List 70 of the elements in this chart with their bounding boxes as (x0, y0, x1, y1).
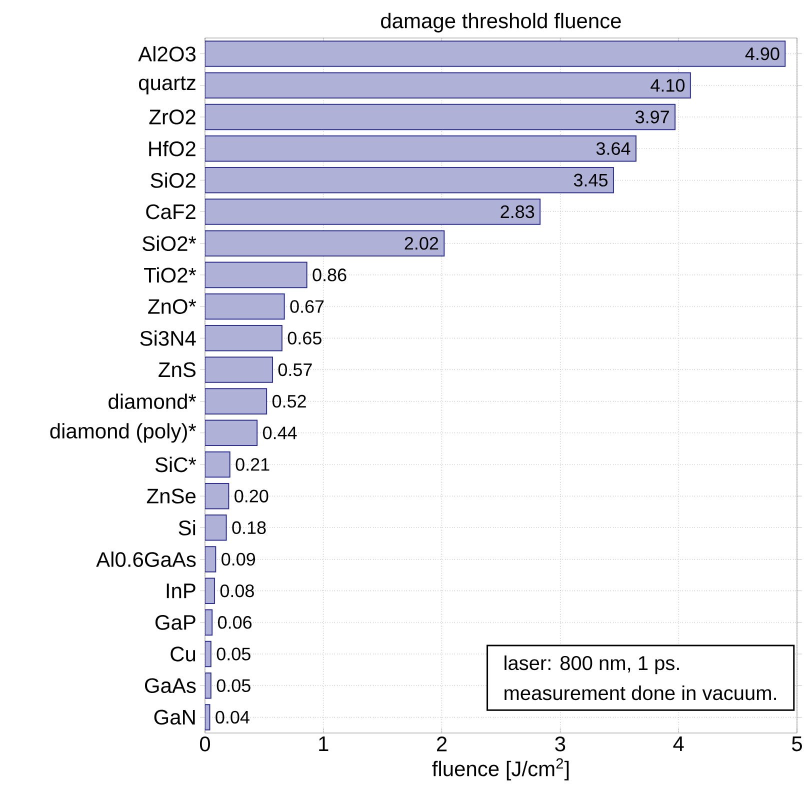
data-label: 0.20 (234, 490, 268, 502)
y-tick-label: diamond (poly)* (50, 423, 196, 443)
bar (204, 104, 676, 130)
data-label: 3.97 (636, 110, 669, 124)
y-tick-label: HfO2 (149, 140, 196, 156)
y-tick-label: TiO2* (144, 267, 196, 283)
data-label: 0.52 (272, 394, 306, 408)
bar (204, 230, 445, 256)
data-label: 3.45 (574, 174, 608, 187)
y-tick-label: SiC* (155, 456, 196, 472)
x-tick-label: 0 (200, 736, 210, 752)
y-tick-label: SiO2* (142, 236, 196, 252)
bar (204, 514, 227, 541)
y-tick-label: ZnSe (146, 488, 196, 504)
data-label: 4.10 (650, 79, 685, 92)
data-label: 0.57 (278, 363, 312, 376)
bar (204, 135, 636, 162)
x-tick-label: 4 (673, 736, 684, 751)
y-tick-label: GaP (155, 615, 196, 630)
data-label: 2.83 (500, 205, 534, 218)
y-tick-label: GaAs (144, 678, 196, 694)
y-tick-label: Cu (170, 646, 196, 662)
bar (204, 198, 541, 225)
y-tick-label: Al0.6GaAs (96, 552, 196, 567)
y-tick-label: ZnS (158, 362, 196, 378)
data-label: 0.67 (290, 300, 324, 313)
data-label: 0.86 (312, 268, 346, 282)
annotation: measurement done in vacuum. (504, 685, 776, 700)
y-tick-label: ZnO* (148, 299, 196, 314)
y-tick-label: Al2O3 (138, 46, 196, 62)
bar (204, 293, 285, 320)
data-label: 3.64 (596, 142, 630, 155)
y-tick-label: GaN (154, 710, 195, 725)
data-label: 0.06 (218, 616, 252, 629)
data-label: 2.02 (404, 236, 438, 250)
bar (204, 72, 691, 99)
bar (204, 167, 614, 194)
data-label: 0.18 (232, 521, 266, 534)
y-tick-label: SiO2 (150, 172, 196, 188)
annotation: laser: 800 nm, 1 ps. (504, 655, 679, 674)
y-tick-label: InP (166, 584, 196, 598)
data-label: 0.05 (216, 648, 250, 660)
bar (204, 451, 230, 478)
y-tick-label: ZrO2 (149, 110, 196, 124)
y-tick-label: CaF2 (146, 204, 196, 220)
x-tick-label: 3 (555, 736, 566, 752)
data-label: 0.05 (216, 679, 250, 692)
data-label: 0.65 (288, 332, 322, 344)
bar (204, 324, 282, 352)
bar (204, 356, 273, 383)
y-tick-label: quartz (138, 76, 196, 94)
bar (204, 262, 308, 288)
y-tick-label: Si3N4 (140, 330, 196, 346)
x-tick-label: 1 (319, 736, 328, 751)
bar (204, 388, 268, 414)
chart-title: damage threshold fluence (381, 12, 621, 32)
x-axis-title: fluence [J/cm$^{2}$] (432, 758, 569, 780)
data-label: 0.04 (216, 710, 250, 724)
data-label: 0.09 (222, 552, 256, 566)
x-tick-label: 2 (437, 736, 447, 752)
bar (204, 40, 786, 67)
y-tick-label: diamond* (108, 394, 196, 410)
data-label: 0.21 (236, 458, 270, 471)
data-label: 0.44 (263, 426, 297, 440)
data-label: 4.90 (745, 47, 780, 60)
bar (204, 482, 230, 510)
data-label: 0.08 (220, 584, 254, 598)
y-tick-label: Si (178, 520, 196, 536)
bar (204, 420, 258, 446)
x-tick-label: 5 (792, 736, 802, 752)
